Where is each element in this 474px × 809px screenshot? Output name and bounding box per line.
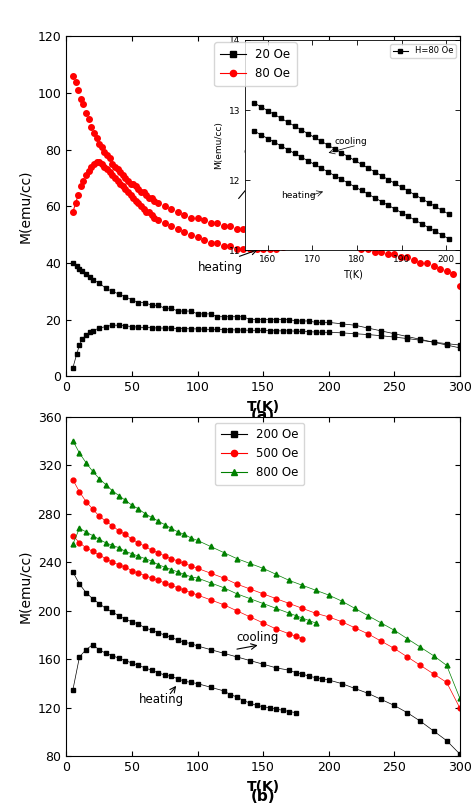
X-axis label: T(K): T(K) (246, 780, 280, 794)
Text: (a): (a) (251, 409, 275, 423)
Y-axis label: M(emu/cc): M(emu/cc) (18, 170, 32, 243)
Text: heating: heating (138, 693, 183, 706)
Legend: 200 Oe, 500 Oe, 800 Oe: 200 Oe, 500 Oe, 800 Oe (215, 422, 304, 485)
Text: heating: heating (198, 261, 243, 274)
X-axis label: T(K): T(K) (246, 400, 280, 413)
Text: cooling: cooling (244, 146, 286, 159)
Text: cooling: cooling (237, 631, 279, 644)
Text: (b): (b) (251, 789, 275, 803)
Y-axis label: M(emu/cc): M(emu/cc) (18, 550, 32, 623)
Legend: 20 Oe, 80 Oe: 20 Oe, 80 Oe (214, 42, 297, 86)
